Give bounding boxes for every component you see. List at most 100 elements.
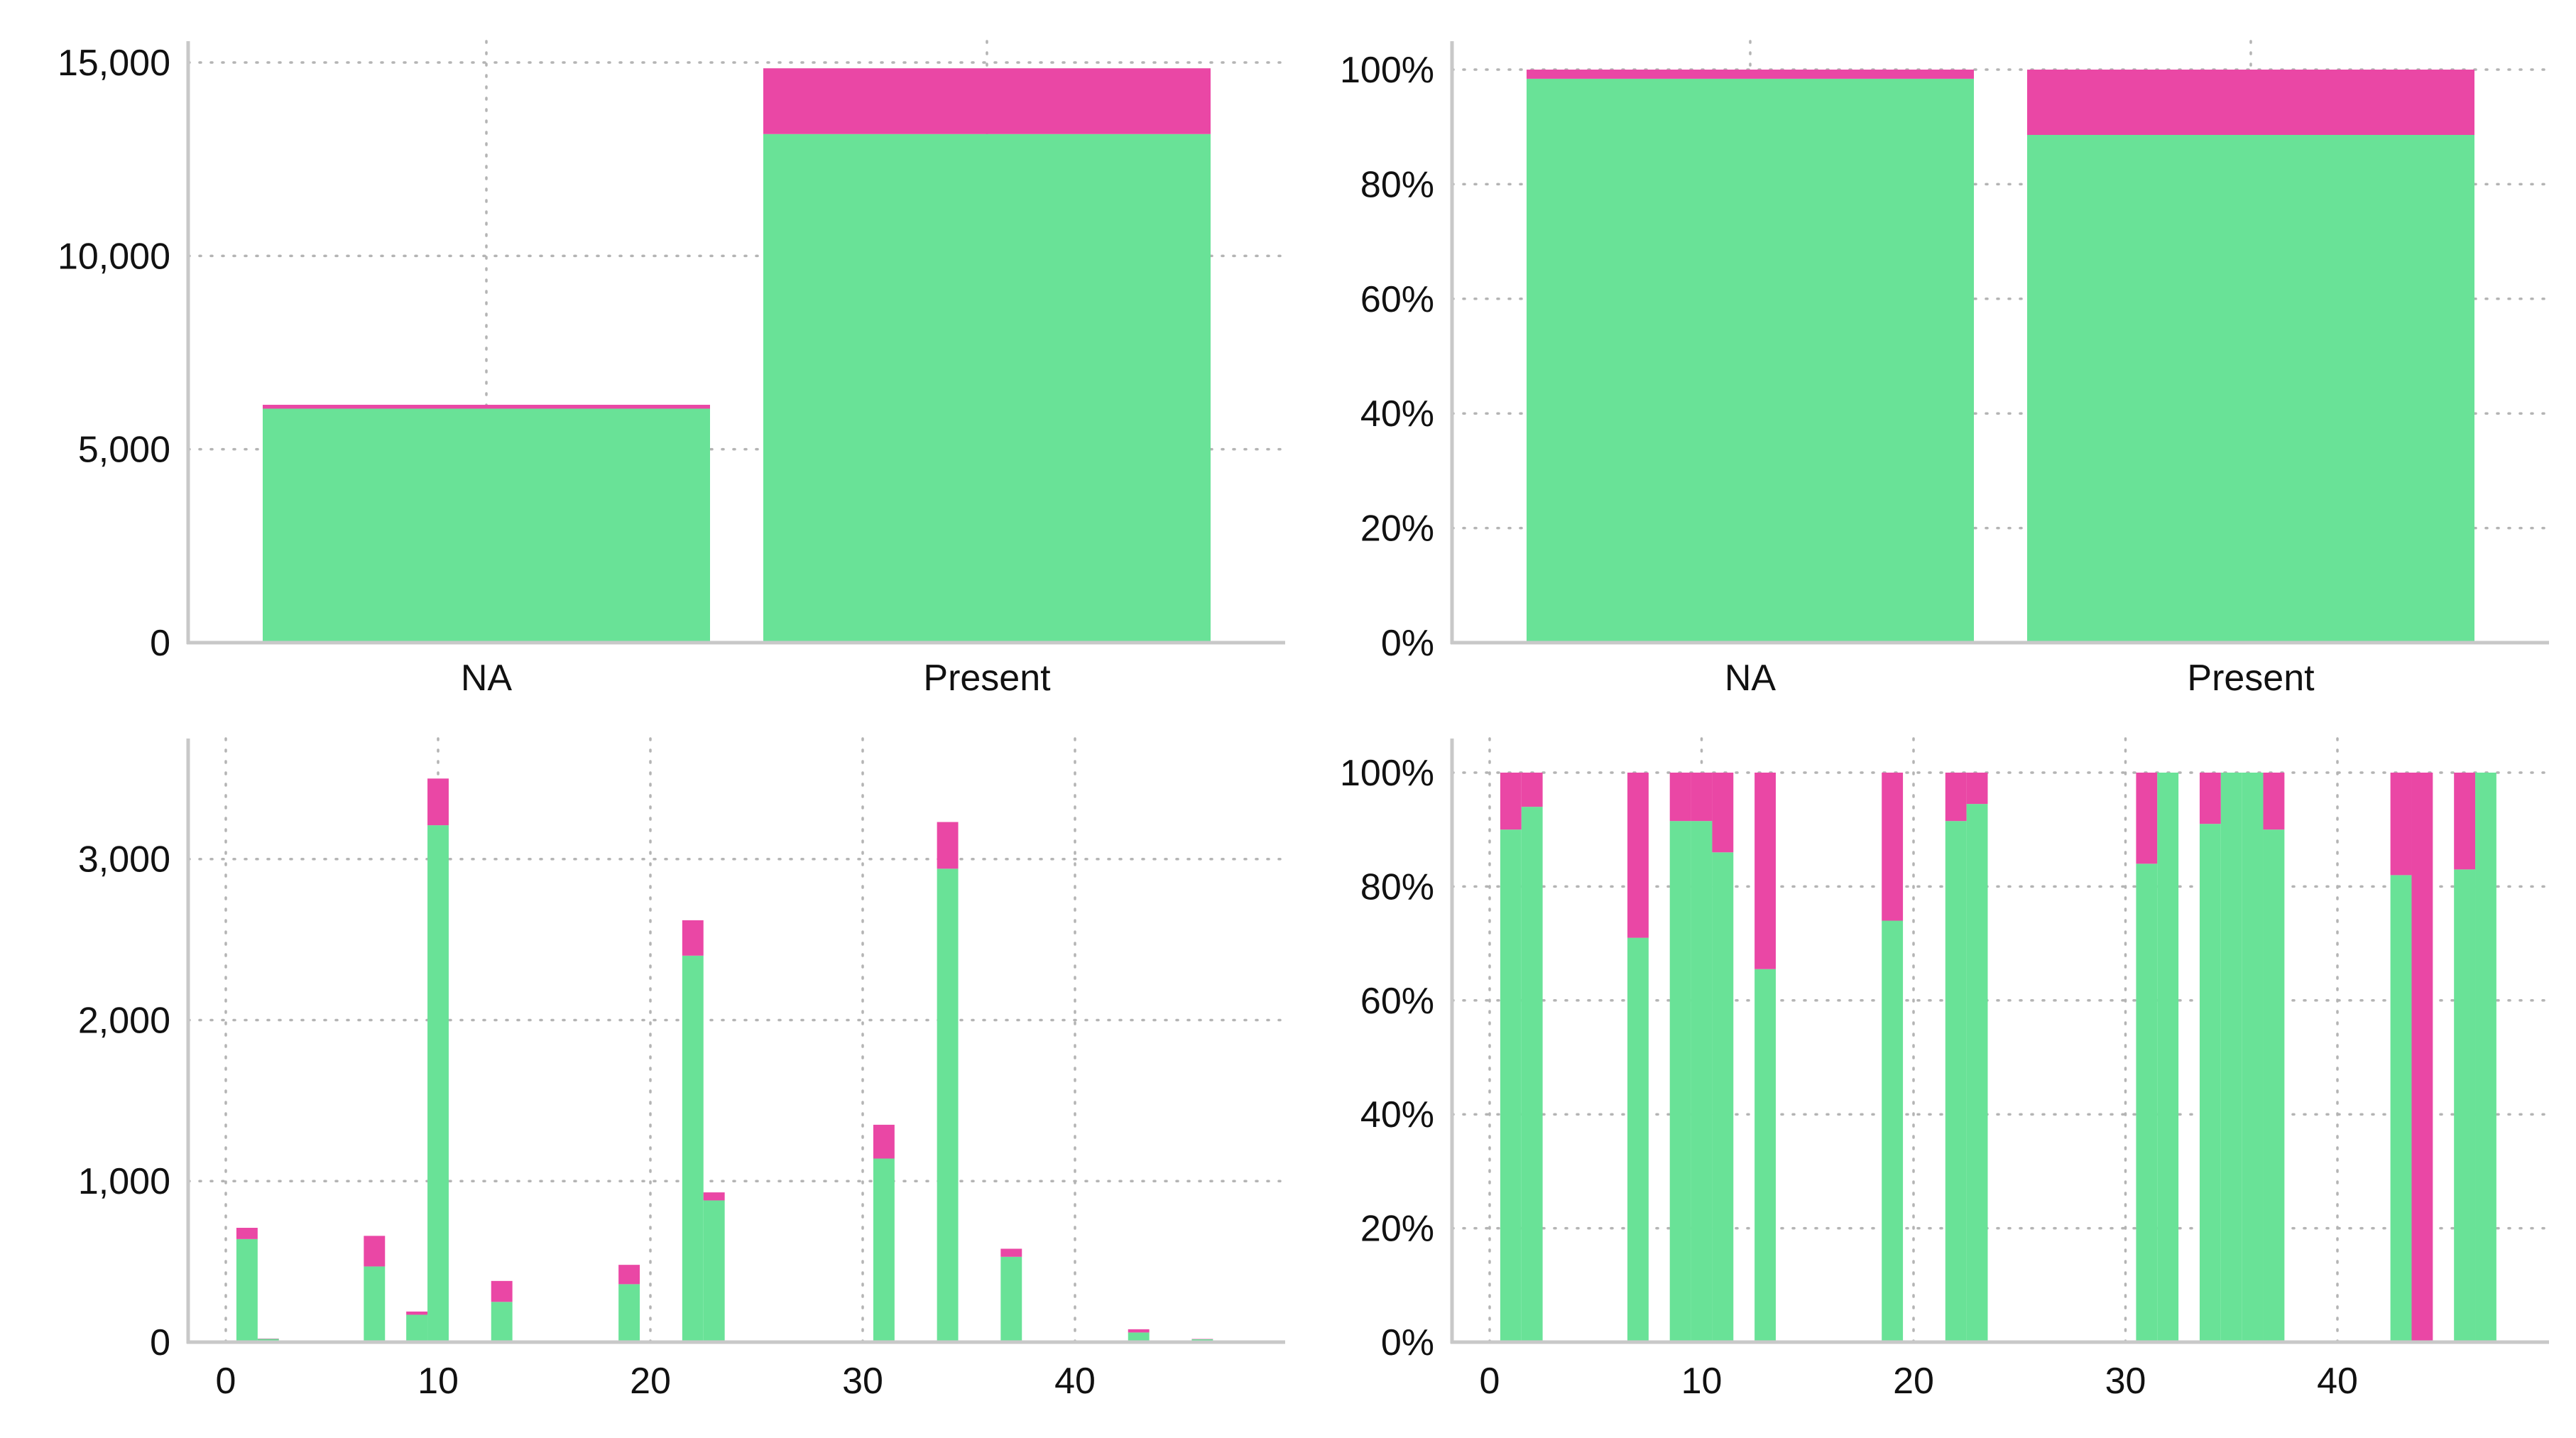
bar-segment — [1691, 773, 1713, 822]
bar-segment — [1000, 1256, 1022, 1342]
bar-segment — [427, 778, 449, 826]
bar-segment — [263, 408, 710, 643]
y-tick-label: 0 — [150, 623, 170, 664]
bar-segment — [2027, 70, 2474, 135]
bar-segment — [618, 1284, 640, 1342]
bar-segment — [406, 1311, 428, 1315]
bar-segment — [1000, 1248, 1022, 1257]
bar-segment — [2454, 773, 2476, 870]
bar-segment — [2390, 773, 2412, 876]
bar-segment — [618, 1265, 640, 1285]
bar-segment — [873, 1124, 895, 1159]
x-tick-label: 30 — [2105, 1361, 2146, 1402]
bar-segment — [1966, 804, 1988, 1342]
y-tick-label: 0 — [150, 1322, 170, 1363]
bar-segment — [1712, 852, 1734, 1342]
bar-segment — [236, 1238, 258, 1342]
bar-segment — [2263, 829, 2285, 1342]
y-tick-label: 40% — [1360, 1094, 1434, 1135]
panel-bottom-right-percent: 0 10 20 30 40 0% 20% 40% 60% 80% 100% — [1340, 737, 2550, 1402]
y-tick-label: 80% — [1360, 164, 1434, 205]
y-tick-label: 0% — [1381, 623, 1434, 664]
y-tick-label: 10,000 — [58, 236, 170, 277]
panel-bottom-left-counts: 0 10 20 30 40 0 1,000 2,000 3,000 — [78, 737, 1287, 1402]
y-tick-label: 100% — [1340, 50, 1434, 91]
y-tick-label: 1,000 — [78, 1161, 170, 1202]
x-tick-label: Present — [2187, 658, 2315, 699]
bar-segment — [1128, 1329, 1150, 1333]
bar-segment — [2136, 773, 2158, 864]
x-tick-label: 10 — [417, 1361, 459, 1402]
bar-segment — [2390, 875, 2412, 1342]
bar-segment — [427, 825, 449, 1342]
y-tick-label: 2,000 — [78, 1000, 170, 1041]
bar-segment — [1500, 829, 1522, 1342]
bar-segment — [263, 405, 710, 409]
y-tick-label: 5,000 — [78, 430, 170, 471]
y-tick-label: 80% — [1360, 866, 1434, 908]
bar-segment — [2136, 864, 2158, 1342]
bar-segment — [2199, 773, 2221, 824]
bar-segment — [2475, 773, 2496, 1342]
bar-segment — [1527, 70, 1974, 79]
x-tick-label: 10 — [1681, 1361, 1723, 1402]
bar-segment — [763, 68, 1211, 134]
bar-segment — [1945, 773, 1967, 822]
x-tick-label: 40 — [1054, 1361, 1096, 1402]
y-tick-label: 100% — [1340, 753, 1434, 794]
x-tick-label: 0 — [216, 1361, 236, 1402]
bar-segment — [491, 1280, 513, 1302]
bar-segment — [2242, 773, 2264, 1342]
bar-segment — [1128, 1332, 1150, 1342]
bar-segment — [703, 1192, 725, 1201]
bar-segment — [364, 1266, 386, 1342]
x-tick-label: NA — [461, 658, 513, 699]
bar-segment — [1521, 807, 1543, 1342]
bar-segment — [2263, 773, 2285, 830]
bar-segment — [2454, 869, 2476, 1342]
y-tick-label: 20% — [1360, 1209, 1434, 1250]
bar-segment — [1627, 937, 1649, 1342]
bar-segment — [1521, 773, 1543, 807]
x-tick-label: Present — [923, 658, 1051, 699]
bar-segment — [2199, 824, 2221, 1342]
bar-segment — [1882, 920, 1904, 1342]
bar-segment — [2157, 773, 2179, 1342]
y-tick-label: 0% — [1381, 1322, 1434, 1363]
bar-segment — [2411, 773, 2433, 1342]
bar-segment — [703, 1200, 725, 1342]
bar-segment — [873, 1158, 895, 1342]
bar-segment — [1966, 773, 1988, 805]
bar-segment — [2027, 134, 2474, 643]
y-tick-label: 20% — [1360, 508, 1434, 550]
panel-top-left-counts: NA Present 0 5,000 10,000 15,000 — [58, 40, 1287, 699]
bar-segment — [2220, 773, 2242, 1342]
bar-segment — [364, 1236, 386, 1267]
bar-segment — [937, 822, 959, 869]
y-tick-label: 3,000 — [78, 839, 170, 881]
y-tick-label: 60% — [1360, 279, 1434, 320]
y-tick-label: 15,000 — [58, 43, 170, 84]
bar-segment — [1754, 969, 1776, 1342]
bar-segment — [1500, 773, 1522, 830]
bar-segment — [1691, 821, 1713, 1342]
x-tick-label: 20 — [1893, 1361, 1934, 1402]
bar-segment — [491, 1302, 513, 1342]
bar-segment — [1754, 773, 1776, 969]
bar-segment — [1669, 821, 1691, 1342]
bar-segment — [1669, 773, 1691, 822]
bar-segment — [682, 920, 704, 956]
x-tick-label: NA — [1725, 658, 1777, 699]
x-tick-label: 20 — [630, 1361, 671, 1402]
y-tick-label: 40% — [1360, 393, 1434, 435]
bar-segment — [1627, 773, 1649, 938]
bar-segment — [1882, 773, 1904, 921]
bar-segment — [1527, 78, 1974, 643]
x-tick-label: 40 — [2317, 1361, 2358, 1402]
bar-segment — [937, 868, 959, 1342]
bar-segment — [682, 955, 704, 1342]
bar-segment — [1712, 773, 1734, 853]
bar-segment — [1945, 821, 1967, 1342]
x-tick-label: 0 — [1480, 1361, 1500, 1402]
